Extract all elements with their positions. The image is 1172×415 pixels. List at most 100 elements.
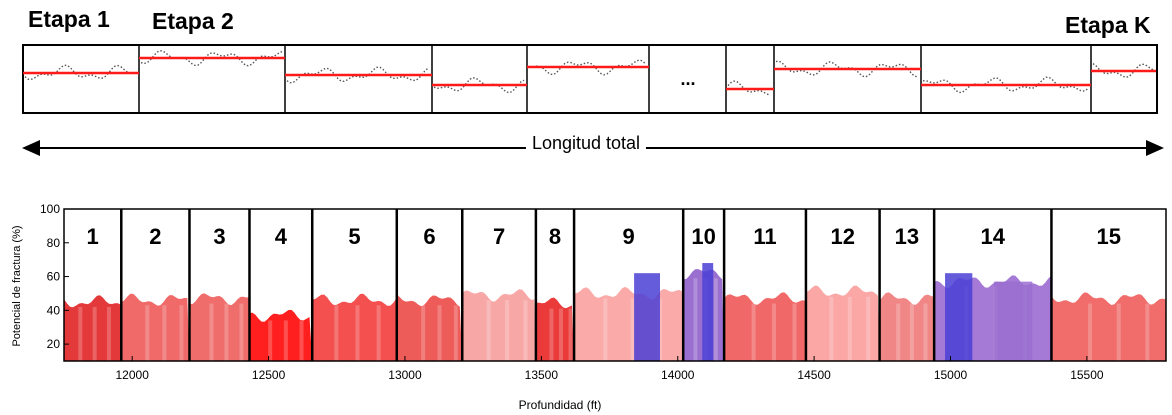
- stage-stripe: [829, 296, 834, 361]
- x-tick-label: 14000: [661, 368, 695, 382]
- stage-stripe: [179, 305, 184, 361]
- stage-stripe: [453, 305, 458, 361]
- schematic-frame: [22, 44, 1158, 114]
- x-tick-label: 13500: [525, 368, 559, 382]
- stage-number-7: 7: [493, 224, 505, 249]
- y-axis-ticks: 20 40 60 80 100: [40, 202, 69, 351]
- stage-number-8: 8: [549, 224, 561, 249]
- schematic-dotted-curve: [286, 66, 429, 84]
- x-tick-label: 12000: [116, 368, 150, 382]
- stage-stripe: [283, 320, 288, 361]
- y-axis-label: Potencial de fractura (%): [11, 225, 23, 346]
- stage-stripe: [376, 305, 381, 361]
- y-tick-label: 80: [47, 236, 61, 250]
- stage-stripe: [355, 305, 360, 361]
- stage-stripe: [486, 300, 491, 361]
- schematic-ellipsis: ...: [680, 69, 695, 89]
- x-axis-ticks: 12000 12500 13000 13500 14000 14500 15000 15500: [116, 356, 1104, 382]
- stage-stripe: [909, 303, 914, 361]
- stage-area-3: [189, 293, 250, 361]
- stage-stripe: [630, 298, 635, 361]
- schematic-dotted-curve: [1092, 63, 1154, 79]
- stage-stripe: [896, 303, 901, 361]
- stage-stripe: [78, 306, 83, 361]
- stage-number-11: 11: [753, 224, 776, 249]
- y-tick-label: 20: [47, 337, 61, 351]
- stage-stripe: [505, 300, 510, 361]
- stage-number-1: 1: [87, 224, 99, 249]
- y-tick-label: 60: [47, 270, 61, 284]
- stage-stripe: [923, 303, 928, 361]
- y-tick-label: 40: [47, 303, 61, 317]
- stage-stripe: [568, 308, 573, 361]
- stage-stripe: [1145, 303, 1150, 361]
- stage-area-11: [724, 292, 806, 361]
- stage-schematic: ...: [22, 44, 1158, 114]
- highlight-peak: [994, 281, 1033, 361]
- stage-number-10: 10: [691, 224, 715, 249]
- chart-stage-dividers: [120, 209, 1053, 361]
- highlight-peak: [634, 273, 661, 361]
- stage-number-12: 12: [831, 224, 855, 249]
- stage-area-12: [805, 285, 880, 361]
- schematic-dotted-curve: [922, 76, 1089, 94]
- schematic-dotted-curve: [775, 60, 918, 78]
- stage-number-6: 6: [423, 224, 435, 249]
- stage-number-5: 5: [348, 224, 360, 249]
- stage-stripe: [209, 303, 214, 361]
- stage-number-15: 15: [1096, 224, 1120, 249]
- stage-stripe: [523, 300, 528, 361]
- schematic-dotted-curve: [24, 64, 137, 81]
- stage-stripe: [847, 296, 852, 361]
- stage-number-3: 3: [213, 224, 225, 249]
- highlight-peak: [702, 263, 714, 361]
- stage-stripe: [92, 306, 97, 361]
- x-tick-label: 15000: [934, 368, 968, 382]
- stage-number-2: 2: [149, 224, 161, 249]
- stage-stripe: [299, 320, 304, 361]
- stage-stripe: [713, 278, 718, 361]
- stage-stripe: [772, 303, 777, 361]
- stage-stripe: [268, 320, 273, 361]
- stage-number-13: 13: [895, 224, 919, 249]
- stage-area-1: [64, 295, 122, 361]
- x-tick-label: 15500: [1070, 368, 1104, 382]
- stage-stripe: [693, 278, 698, 361]
- stage-area-15: [1051, 292, 1166, 361]
- stage-stripe: [224, 303, 229, 361]
- stage-number-14: 14: [981, 224, 1006, 249]
- stage-stripe: [1116, 303, 1121, 361]
- stage-stripe: [106, 306, 111, 361]
- schematic-average-lines: [23, 56, 1156, 91]
- x-tick-label: 12500: [252, 368, 286, 382]
- stage-area-9: [574, 286, 684, 361]
- stage-stripe: [1088, 303, 1093, 361]
- highlight-peak: [945, 273, 973, 361]
- arrow-right-head: [1146, 140, 1164, 156]
- stage-stripe: [603, 298, 608, 361]
- chart-frame: [63, 208, 1167, 362]
- stage-area-8: [535, 297, 575, 361]
- stage-number-9: 9: [623, 224, 635, 249]
- schematic-dividers: [138, 45, 1092, 113]
- stage-area-6: [396, 294, 463, 361]
- stage-stripe: [162, 305, 167, 361]
- schematic-dotted-curve: [528, 59, 647, 76]
- stage-stripe: [558, 308, 563, 361]
- chart-stage-areas: [64, 263, 1166, 361]
- schematic-dotted-curve: [433, 76, 525, 94]
- etapa-2-label: Etapa 2: [152, 8, 234, 34]
- stage-area-2: [121, 293, 190, 361]
- stage-stripe: [145, 305, 150, 361]
- etapa-1-label: Etapa 1: [28, 6, 110, 32]
- stage-stripe: [751, 303, 756, 361]
- chart-stage-numbers: 1 2 3 4 5 6 7 8 9 10 11 12 13 14 15: [87, 224, 1121, 249]
- stage-stripe: [334, 305, 339, 361]
- stage-stripe: [421, 305, 426, 361]
- y-tick-label: 100: [40, 202, 60, 216]
- x-axis-label: Profundidad (ft): [519, 398, 602, 412]
- stage-area-5: [312, 293, 397, 361]
- arrow-left-head: [22, 140, 40, 156]
- stage-area-7: [462, 289, 536, 361]
